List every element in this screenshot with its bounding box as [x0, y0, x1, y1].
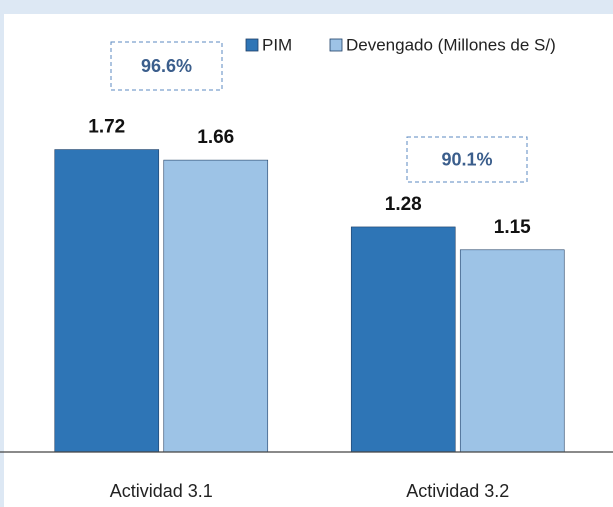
value-label: 1.15 [494, 217, 531, 238]
annotation-box [110, 41, 223, 91]
annotation-box [406, 136, 528, 183]
legend-label: PIM [262, 35, 292, 54]
value-label: 1.28 [385, 194, 422, 215]
legend-swatch [245, 38, 259, 52]
value-label: 1.66 [197, 127, 234, 148]
annotation: 90.1% [441, 149, 492, 169]
bar [459, 249, 565, 453]
bar [54, 149, 160, 453]
bar [163, 159, 269, 453]
bar [350, 226, 456, 453]
x-tick-label: Actividad 3.2 [406, 481, 509, 501]
annotation: 96.6% [141, 56, 192, 76]
left-band [0, 0, 4, 507]
x-tick-label: Actividad 3.1 [110, 481, 213, 501]
legend-label: Devengado (Millones de S/) [346, 35, 556, 54]
value-label: 1.72 [88, 117, 125, 138]
top-band [0, 0, 613, 14]
legend-swatch [329, 38, 343, 52]
